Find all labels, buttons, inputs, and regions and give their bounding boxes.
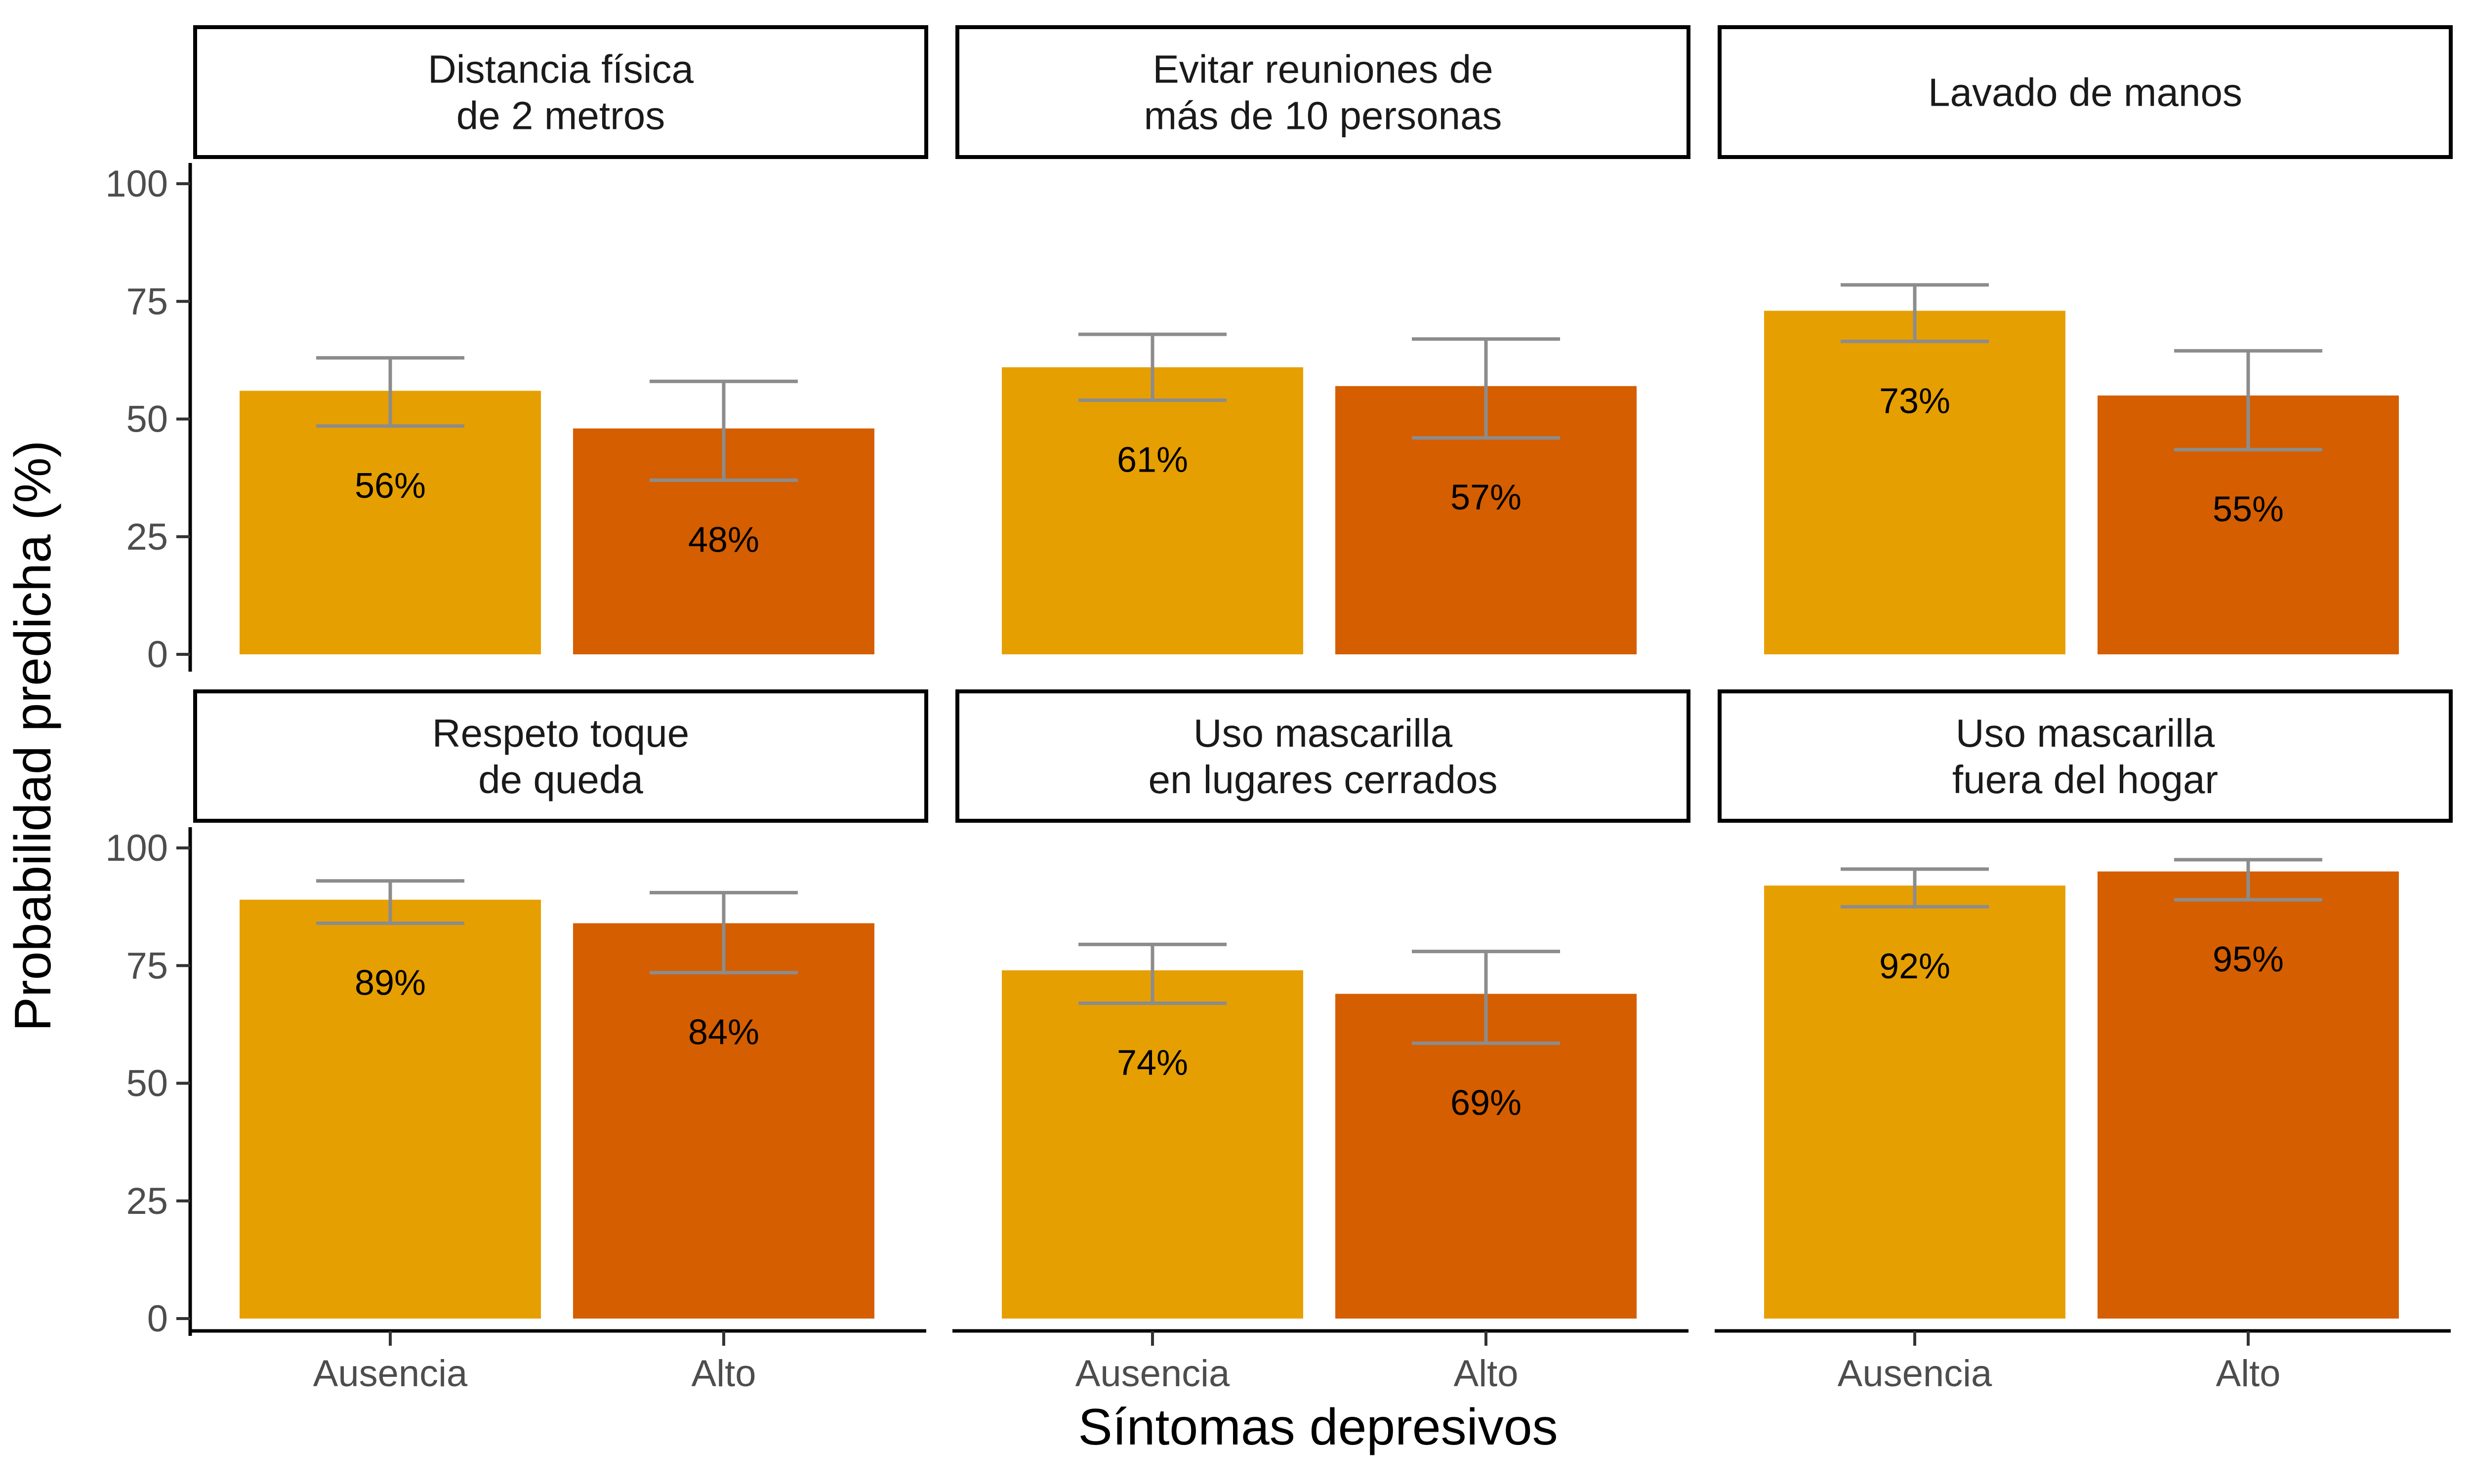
data-label: 69% — [1450, 1083, 1522, 1123]
facet-strip — [193, 25, 928, 159]
x-tick-label: Alto — [692, 1353, 756, 1395]
facet-title-line: Evitar reuniones de — [1153, 47, 1493, 91]
y-tick-label: 50 — [126, 1063, 168, 1105]
y-tick-label: 50 — [126, 399, 168, 441]
y-tick-label: 0 — [147, 634, 168, 676]
bar-alto — [573, 923, 874, 1319]
facet-strip — [193, 689, 928, 823]
data-label: 61% — [1117, 440, 1188, 480]
bar-ausencia — [240, 391, 541, 654]
facet-title-line: fuera del hogar — [1952, 758, 2218, 802]
y-tick-label: 100 — [105, 163, 168, 205]
facet-panel: Lavado de manos 73% 55% — [1718, 25, 2453, 654]
data-label: 74% — [1117, 1043, 1188, 1083]
facet-title-line: en lugares cerrados — [1148, 758, 1497, 802]
facet-title-line: de 2 metros — [456, 94, 665, 138]
bar-ausencia — [1764, 885, 2065, 1319]
data-label: 84% — [688, 1013, 759, 1052]
bar-ausencia — [240, 899, 541, 1319]
facet-title-line: más de 10 personas — [1144, 94, 1502, 138]
y-tick-label: 100 — [105, 827, 168, 869]
bar-alto — [1335, 994, 1637, 1319]
data-label: 48% — [688, 520, 759, 560]
facet-title-line: Respeto toque — [432, 711, 689, 755]
y-tick-label: 25 — [126, 516, 168, 558]
y-tick-label: 75 — [126, 281, 168, 322]
data-label: 92% — [1879, 947, 1950, 986]
bar-ausencia — [1764, 311, 2065, 654]
facet-title-line: Distancia física — [428, 47, 694, 91]
bar-ausencia — [1002, 367, 1303, 654]
data-label: 89% — [355, 963, 426, 1003]
x-tick-label: Alto — [1454, 1353, 1519, 1395]
y-tick-label: 75 — [126, 945, 168, 987]
data-label: 56% — [355, 466, 426, 506]
facet-strip — [955, 25, 1690, 159]
y-tick-label: 25 — [126, 1180, 168, 1222]
x-tick-label: Ausencia — [1075, 1353, 1230, 1395]
data-label: 55% — [2213, 489, 2284, 529]
bar-ausencia — [1002, 970, 1303, 1319]
data-label: 73% — [1879, 381, 1950, 421]
facet-title-line: Uso mascarilla — [1956, 711, 2215, 755]
x-axis-title: Síntomas depresivos — [1078, 1399, 1558, 1456]
y-axis-title: Probabilidad predicha (%) — [4, 441, 62, 1032]
y-tick-label: 0 — [147, 1298, 168, 1340]
data-label: 95% — [2213, 940, 2284, 979]
x-tick-label: Ausencia — [1838, 1353, 1992, 1395]
facet-strip — [1718, 689, 2453, 823]
facet-strip — [1718, 25, 2453, 159]
x-tick-label: Ausencia — [313, 1353, 468, 1395]
bar-alto — [2098, 871, 2399, 1319]
data-label: 57% — [1450, 478, 1522, 518]
x-tick-label: Alto — [2216, 1353, 2281, 1395]
facet-title-line: de queda — [478, 758, 643, 802]
facet-title-line: Uso mascarilla — [1194, 711, 1453, 755]
facet-strip — [955, 689, 1690, 823]
facet-title-line: Lavado de manos — [1928, 71, 2242, 115]
